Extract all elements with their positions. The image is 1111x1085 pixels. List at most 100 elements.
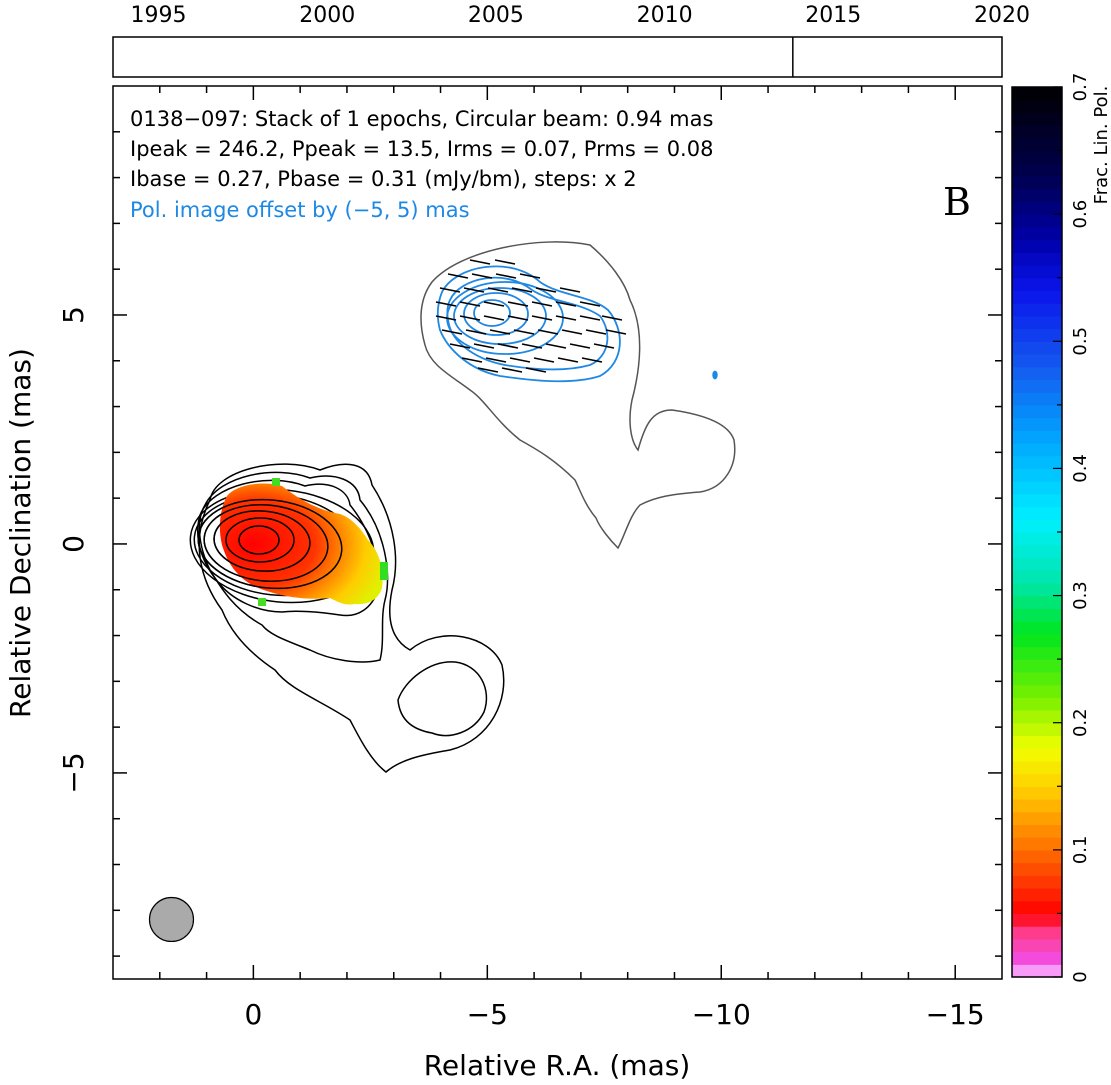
colorbar-band (1012, 87, 1062, 101)
colorbar-band (1012, 964, 1062, 978)
evpa-vector (487, 287, 509, 293)
polarized-intensity-image (420, 241, 736, 550)
colorbar-band (1012, 837, 1062, 851)
x-tick-label: −5 (467, 998, 508, 1031)
evpa-vector (473, 343, 495, 349)
evpa-vector (585, 329, 607, 335)
evpa-vector (557, 357, 579, 363)
evpa-vector (509, 357, 531, 363)
colorbar-band (1012, 481, 1062, 495)
x-axis-label: Relative R.A. (mas) (424, 1049, 691, 1082)
colorbar-band (1012, 112, 1062, 126)
colorbar-band (1012, 176, 1062, 190)
evpa-vector (545, 343, 567, 349)
title-line-1: 0138−097: Stack of 1 epochs, Circular be… (130, 107, 713, 131)
colorbar-band (1012, 201, 1062, 215)
evpa-vector (519, 273, 541, 279)
colorbar-band (1012, 557, 1062, 571)
colorbar-band (1012, 900, 1062, 915)
colorbar-band (1012, 455, 1062, 470)
colorbar-band (1012, 265, 1062, 279)
evpa-vector (471, 273, 493, 279)
colorbar-band (1012, 214, 1062, 228)
colorbar-band (1012, 532, 1062, 546)
colorbar-band (1012, 646, 1062, 660)
evpa-vector (459, 315, 481, 321)
colorbar-band (1012, 303, 1062, 317)
colorbar-tick-label: 0.2 (1070, 708, 1091, 737)
pol-contour-7 (712, 370, 718, 380)
evpa-vector (521, 343, 543, 349)
colorbar-band (1012, 608, 1062, 622)
colorbar-tick-label: 0 (1070, 971, 1091, 982)
y-axis-label: Relative Declination (mas) (4, 348, 37, 718)
colorbar-band (1012, 379, 1062, 393)
evpa-vector (561, 329, 583, 335)
evpa-vector (533, 357, 555, 363)
evpa-vector (579, 301, 601, 307)
evpa-vector (501, 367, 523, 373)
colorbar-band (1012, 659, 1062, 673)
title-line-3: Ibase = 0.27, Pbase = 0.31 (mJy/bm), ste… (130, 167, 637, 191)
x-tick-label: 0 (244, 998, 262, 1031)
evpa-vector (495, 273, 517, 279)
colorbar-band (1012, 226, 1062, 241)
colorbar-band (1012, 938, 1062, 953)
evpa-vector (559, 287, 581, 293)
title-line-4: Pol. image offset by (−5, 5) mas (130, 198, 470, 222)
evpa-vector (469, 259, 491, 265)
colorbar-band (1012, 582, 1062, 597)
contour-overlay-5 (238, 525, 280, 555)
colorbar-band (1012, 252, 1062, 266)
colorbar-band (1012, 277, 1062, 292)
y-tick-label: −5 (57, 752, 90, 793)
colorbar-band (1012, 824, 1062, 838)
evpa-vector (483, 315, 505, 321)
colorbar-band (1012, 417, 1062, 431)
colorbar-band (1012, 99, 1062, 114)
evpa-vector (605, 329, 627, 335)
y-tick-label: 5 (57, 306, 90, 324)
evpa-vector (465, 329, 487, 335)
evpa-vector (593, 343, 615, 349)
fracpol-pixel-green-1 (380, 562, 388, 580)
colorbar-band (1012, 671, 1062, 686)
colorbar-band (1012, 951, 1062, 965)
contour-level-2 (397, 661, 488, 737)
colorbar-band (1012, 621, 1062, 635)
fractional-polarization-map (219, 483, 383, 605)
evpa-vector (494, 259, 516, 265)
evpa-vector (485, 357, 507, 363)
colorbar-tick-label: 0.5 (1070, 327, 1091, 356)
evpa-vector (601, 315, 623, 321)
colorbar-band (1012, 150, 1062, 164)
evpa-vector (441, 329, 463, 335)
colorbar-band (1012, 799, 1062, 813)
colorbar: 0 0.1 0.2 0.3 0.4 0.5 0.6 0.7 Frac. Lin. Pol. (1011, 73, 1111, 983)
colorbar-band (1012, 811, 1062, 826)
x-tick-label: −10 (692, 998, 751, 1031)
timeline-year-label: 2020 (974, 3, 1030, 28)
evpa-vector (463, 287, 485, 293)
colorbar-band (1012, 697, 1062, 711)
timeline-year-label: 2010 (637, 3, 693, 28)
evpa-vector (459, 301, 481, 307)
evpa-vector (477, 367, 499, 373)
outer-pol-contour (420, 241, 736, 550)
colorbar-band (1012, 595, 1062, 609)
colorbar-band (1012, 875, 1062, 889)
colorbar-band (1012, 913, 1062, 927)
evpa-vector (531, 301, 553, 307)
evpa-vector (507, 301, 529, 307)
colorbar-band (1012, 633, 1062, 648)
colorbar-band (1012, 290, 1062, 304)
evpa-vector (449, 343, 471, 349)
contour-overlay-2 (203, 504, 329, 582)
colorbar-band (1012, 137, 1062, 152)
evpa-vector (537, 329, 559, 335)
colorbar-band (1012, 735, 1062, 749)
colorbar-band (1012, 341, 1062, 355)
evpa-vector (569, 343, 591, 349)
colorbar-band (1012, 760, 1062, 775)
colorbar-band (1012, 239, 1062, 253)
